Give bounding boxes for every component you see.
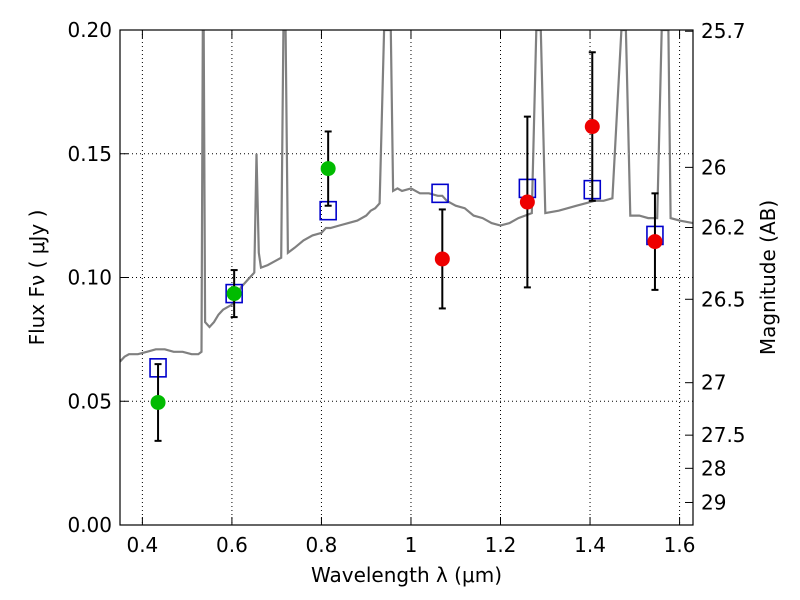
grid <box>120 29 693 526</box>
y-axis-label: Flux Fν ( μJy ) <box>25 210 49 346</box>
y-right-tick-label: 26 <box>701 155 726 179</box>
y-tick-label: 0.15 <box>67 142 112 166</box>
x-tick-label: 1.6 <box>664 533 696 557</box>
observed-point <box>434 251 450 267</box>
x-tick-label: 0.4 <box>126 533 158 557</box>
spectrum-line <box>120 30 693 363</box>
y-tick-label: 0.10 <box>67 266 112 290</box>
y-right-tick-label: 27 <box>701 371 726 395</box>
y-tick-label: 0.05 <box>67 389 112 413</box>
y-right-tick-label: 29 <box>701 490 726 514</box>
observed-point <box>647 234 663 250</box>
y-right-tick-label: 26.2 <box>701 216 746 240</box>
observed-point <box>519 194 535 210</box>
x-tick-label: 0.6 <box>216 533 248 557</box>
x-axis-label: Wavelength λ (μm) <box>311 563 502 587</box>
observed-point <box>584 119 600 135</box>
observed-point <box>320 161 336 177</box>
y-tick-label: 0.20 <box>67 18 112 42</box>
y-right-tick-label: 28 <box>701 456 726 480</box>
x-tick-label: 1.2 <box>485 533 517 557</box>
model-square-marker <box>431 183 449 204</box>
data-markers <box>149 51 664 442</box>
observed-point <box>226 286 242 302</box>
y-tick-label: 0.00 <box>67 513 112 537</box>
x-tick-label: 1.4 <box>574 533 606 557</box>
x-tick-label: 0.8 <box>306 533 338 557</box>
observed-point <box>150 394 166 410</box>
x-tick-label: 1 <box>405 533 418 557</box>
y-right-tick-label: 26.5 <box>701 287 746 311</box>
y-axis-right-label: Magnitude (AB) <box>756 200 780 355</box>
y-right-tick-label: 27.5 <box>701 423 746 447</box>
spectrum-path <box>120 30 693 363</box>
axis-ticks: 0.4 0.6 0.8 1 1.2 1.4 1.6 0.00 0.05 0.10 0.15 0.20 2… <box>67 18 745 557</box>
y-right-tick-label: 25.7 <box>701 19 746 43</box>
